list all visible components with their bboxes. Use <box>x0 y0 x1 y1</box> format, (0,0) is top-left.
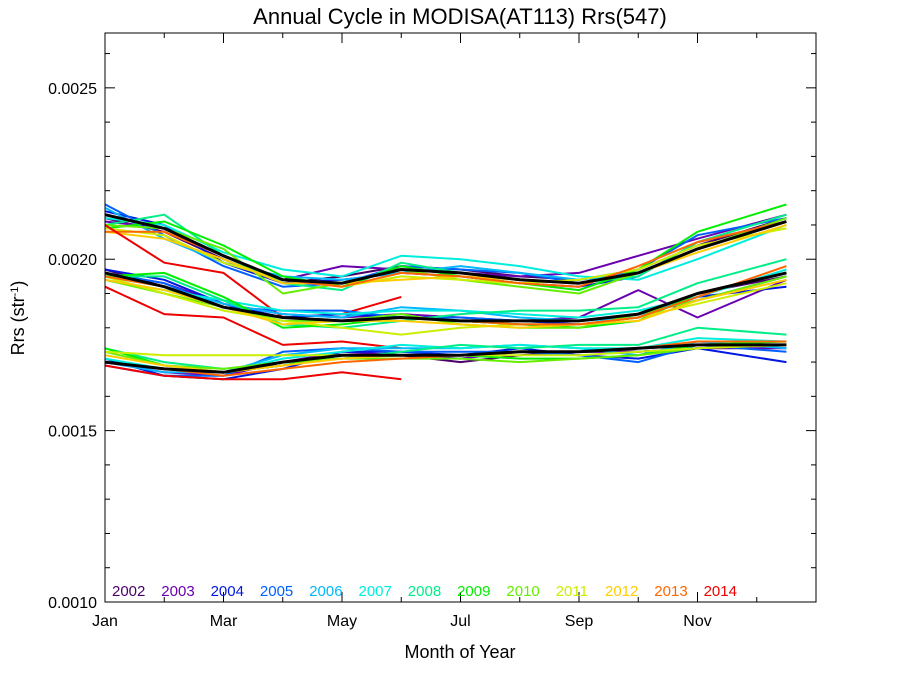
x-tick-label: Sep <box>565 613 594 630</box>
y-axis-title: Rrs (str-1) <box>8 281 28 356</box>
legend-item-2003: 2003 <box>161 583 194 600</box>
series-lines <box>104 203 787 381</box>
y-tick-label: 0.0025 <box>48 81 97 98</box>
y-tick-label: 0.0010 <box>48 595 97 612</box>
legend-item-2012: 2012 <box>605 583 638 600</box>
x-tick-labels: Jan Mar May Jul Sep Nov <box>92 613 712 630</box>
y-tick-label: 0.0015 <box>48 424 97 441</box>
series-line-2007-group2 <box>104 268 787 319</box>
plot-frame <box>104 32 817 603</box>
mean-line-group3 <box>104 343 787 374</box>
x-tick-label: May <box>327 613 357 630</box>
series-line-2014-group2 <box>104 285 402 350</box>
series-line-2005-group3 <box>104 343 787 377</box>
series-line-2011-group2 <box>104 275 787 336</box>
mean-lines <box>104 213 787 374</box>
legend-item-2008: 2008 <box>408 583 441 600</box>
y-axis-title-sup: -1 <box>9 287 21 297</box>
x-tick-label: Jan <box>92 613 118 630</box>
x-tick-label: Jul <box>450 613 470 630</box>
x-axis-title: Month of Year <box>404 642 515 662</box>
y-tick-label: 0.0020 <box>48 252 97 269</box>
chart-title: Annual Cycle in MODISA(AT113) Rrs(547) <box>253 4 667 29</box>
series-line-2010-group3 <box>104 343 787 370</box>
legend-item-2011: 2011 <box>556 583 588 600</box>
series-line-2008-group1 <box>104 213 787 292</box>
y-axis-title-base: Rrs (str <box>8 296 28 355</box>
mean-line-group2 <box>104 271 787 323</box>
legend-item-2014: 2014 <box>704 583 737 600</box>
y-tick-labels: 0.0010 0.0015 0.0020 0.0025 <box>48 81 97 612</box>
legend-item-2005: 2005 <box>260 583 293 600</box>
legend-item-2007: 2007 <box>359 583 392 600</box>
x-tick-label: Mar <box>210 613 238 630</box>
x-tick-label: Nov <box>683 613 711 630</box>
legend-item-2013: 2013 <box>654 583 687 600</box>
y-axis-title-end: ) <box>8 281 28 287</box>
legend-item-2006: 2006 <box>309 583 342 600</box>
mean-line-group1 <box>104 213 787 285</box>
legend-item-2004: 2004 <box>211 583 244 600</box>
series-line-2014-group3 <box>104 364 402 381</box>
series-line-2008-group2 <box>105 258 787 329</box>
legend-item-2002: 2002 <box>112 583 145 600</box>
legend-item-2009: 2009 <box>457 583 490 600</box>
legend: 2002 2003 2004 2005 2006 2007 2008 2009 2010 2011… <box>112 583 737 600</box>
legend-item-2010: 2010 <box>506 583 539 600</box>
axis-ticks <box>104 33 816 603</box>
